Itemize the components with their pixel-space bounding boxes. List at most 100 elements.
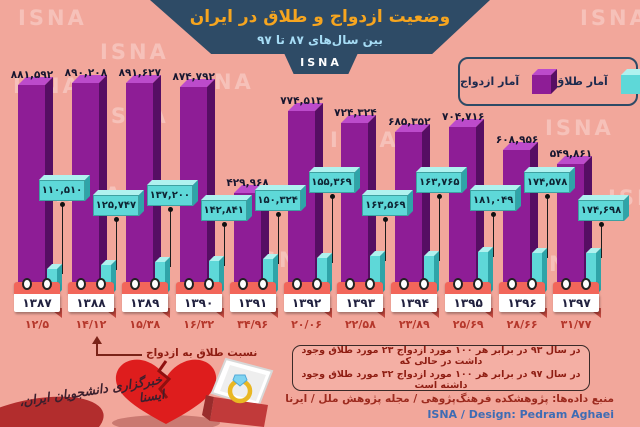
ratio-value: ۲۰/۰۶	[291, 318, 322, 331]
ratio-value: ۱۵/۳۸	[129, 318, 161, 331]
ratio-value: ۱۴/۱۲	[75, 318, 107, 331]
calendar-fold	[156, 308, 170, 318]
divorce-value-label: ۱۶۳,۷۶۵	[419, 177, 460, 188]
calendar-fold	[534, 308, 548, 318]
divorce-box-side	[300, 185, 306, 211]
divorce-value-label: ۱۵۰,۳۲۴	[257, 195, 298, 206]
calendar-header	[14, 278, 60, 294]
wedding-ring-box-icon	[202, 357, 274, 427]
ratio-value: ۲۲/۵۸	[344, 318, 376, 331]
calendar-ring-icon	[419, 278, 430, 290]
connector-dot	[113, 217, 119, 222]
isna-watermark: ISNA	[545, 116, 614, 140]
calendar-year-label: ۱۳۸۹	[121, 294, 168, 312]
divorce-bar	[478, 252, 489, 295]
page-title: وضعیت ازدواج و طلاق در ایران	[189, 7, 451, 27]
calendar-fold	[102, 308, 116, 318]
calendar-year-label: ۱۳۹۲	[283, 294, 330, 312]
calendar-ring-icon	[149, 278, 160, 290]
marriage-value-label: ۶۸۵,۳۵۲	[388, 116, 431, 128]
design-credit: ISNA / Design: Pedram Aghaei	[427, 408, 614, 421]
connector-dot	[329, 194, 335, 199]
divorce-value-label: ۱۴۲,۸۴۱	[203, 205, 244, 216]
divorce-bar	[262, 259, 273, 295]
calendar-year-label: ۱۳۹۱	[229, 294, 276, 312]
calendar-year-label: ۱۳۹۶	[499, 294, 546, 312]
ratio-value: ۲۸/۶۶	[506, 318, 538, 331]
connector-dot	[437, 194, 443, 199]
calendar-ring-icon	[42, 278, 52, 290]
divorce-value-label: ۱۷۴,۶۹۸	[580, 205, 622, 216]
divorce-value-label: ۱۵۵,۳۶۹	[311, 177, 352, 188]
ratio-value: ۲۵/۶۹	[452, 318, 484, 331]
divorce-value-label: ۱۱۰,۵۱۰	[41, 185, 83, 196]
calendar-year: ۱۳۸۹	[121, 278, 170, 318]
calendar-header	[175, 278, 222, 294]
arrow-stem	[96, 343, 98, 356]
divorce-bar	[424, 256, 435, 295]
divorce-box	[200, 200, 247, 221]
page-subtitle: بین سال‌های ۸۷ تا ۹۷	[257, 33, 383, 47]
calendar-header	[553, 278, 599, 294]
calendar-ring-icon	[507, 278, 518, 290]
ratio-value: ۳۱/۷۷	[560, 318, 592, 331]
calendar-ring-icon	[527, 278, 538, 290]
connector-dot	[545, 194, 551, 199]
up-arrow-icon	[92, 336, 102, 344]
marriage-value-label: ۶۰۸,۹۵۶	[495, 134, 539, 146]
divorce-box-side	[354, 167, 360, 193]
marriage-cube-icon	[532, 68, 558, 94]
calendar-year-label: ۱۳۹۵	[445, 294, 492, 312]
arrow-elbow	[96, 354, 142, 356]
divorce-value-label: ۱۲۵,۷۴۷	[95, 200, 137, 211]
connector-dot	[383, 217, 389, 222]
divorce-bar	[370, 256, 381, 295]
marriage-value-label: ۷۲۴,۳۲۴	[334, 107, 377, 119]
ratio-value: ۳۴/۹۶	[237, 318, 269, 331]
divorce-box	[524, 172, 571, 193]
connector-dot	[60, 202, 65, 207]
calendar-fold	[318, 308, 332, 318]
broken-heart-icon	[112, 359, 220, 427]
divorce-box	[39, 180, 85, 201]
calendar-fold	[588, 308, 601, 318]
isna-watermark: ISNA	[580, 6, 640, 30]
marriage-value-label: ۸۹۱,۶۲۷	[118, 67, 162, 79]
divorce-bar	[208, 261, 219, 295]
connector-dot	[491, 212, 497, 217]
calendar-ring-icon	[75, 278, 86, 290]
divorce-bar	[154, 262, 165, 295]
calendar-year: ۱۳۹۴	[391, 278, 440, 318]
calendar-year-label: ۱۳۹۰	[175, 294, 222, 312]
calendar-ring-icon	[257, 278, 268, 290]
calendar-ring-icon	[129, 278, 140, 290]
calendar-year: ۱۳۹۶	[499, 278, 548, 318]
divorce-box	[146, 185, 193, 206]
calendar-year: ۱۳۸۸	[67, 278, 116, 318]
ratio-value: ۱۲/۵	[24, 318, 50, 331]
divorce-box	[578, 200, 624, 221]
calendar-year-label: ۱۳۸۸	[67, 294, 114, 312]
connector-dot	[275, 212, 281, 217]
calendar-year: ۱۳۹۷	[553, 278, 601, 318]
isna-watermark: ISNA	[100, 40, 169, 64]
divorce-bar	[100, 265, 111, 295]
header-banner	[150, 0, 490, 54]
calendar-ring-icon	[473, 278, 484, 290]
calendar-ring-icon	[365, 278, 376, 290]
calendar-year: ۱۳۸۷	[14, 278, 62, 318]
calendar-year: ۱۳۹۱	[229, 278, 278, 318]
divorce-value-label: ۱۸۱,۰۴۹	[472, 195, 514, 206]
calendar-header	[391, 278, 438, 294]
calendar-ring-icon	[399, 278, 410, 290]
divorce-bar	[532, 253, 543, 295]
note-line-1: در سال ۹۳ در برابر هر ۱۰۰ مورد ازدواج ۲۳…	[301, 345, 581, 367]
brand-tab: ISNA	[284, 53, 358, 74]
calendar-ring-icon	[291, 278, 302, 290]
calendar-year-label: ۱۳۹۷	[553, 294, 599, 312]
divorce-box	[254, 190, 301, 211]
marriage-value-label: ۸۷۴,۷۹۲	[172, 71, 215, 83]
calendar-ring-icon	[95, 278, 106, 290]
